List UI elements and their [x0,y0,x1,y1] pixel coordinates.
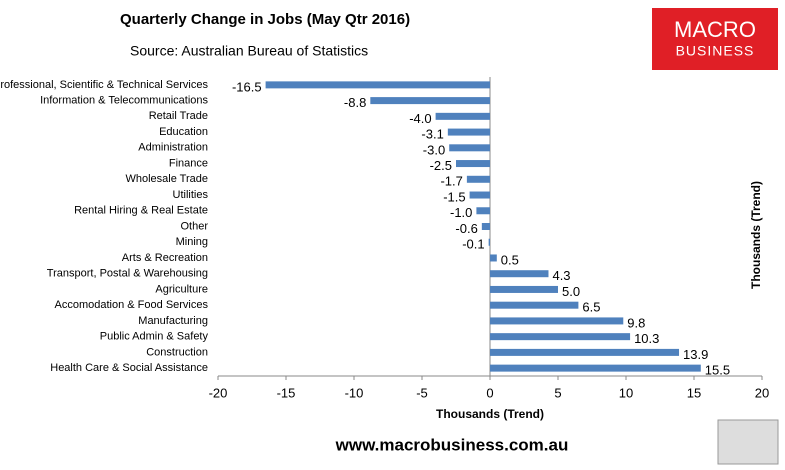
x-tick-label: 20 [755,385,769,400]
x-tick-label: -15 [277,385,296,400]
value-label: 5.0 [562,284,580,299]
y-tick-label: Health Care & Social Assistance [50,362,208,374]
value-label: -1.0 [450,205,472,220]
y-tick-label: Mining [176,236,208,248]
y-tick-label: Utilities [173,189,209,201]
y-tick-label: Finance [169,157,208,169]
value-label: -16.5 [232,79,262,94]
value-label: -3.0 [423,142,445,157]
y-tick-label: Manufacturing [138,315,208,327]
value-label: -3.1 [421,127,443,142]
bar [469,191,490,199]
value-label: 4.3 [552,268,570,283]
bar [466,175,490,183]
value-label: -8.8 [344,95,366,110]
bar [490,348,680,356]
bar [490,333,631,341]
value-label: 15.5 [705,363,730,378]
y-tick-label: Public Admin & Safety [100,331,209,343]
bar [476,207,490,215]
bar [490,254,497,262]
value-label: 9.8 [627,315,645,330]
y-tick-label: Education [159,126,208,138]
x-tick-label: 15 [687,385,701,400]
bar [456,160,490,168]
chart-subtitle: Source: Australian Bureau of Statistics [130,43,368,59]
y-tick-label: Accomodation & Food Services [55,299,209,311]
y-tick-label: Agriculture [155,283,208,295]
value-label: 0.5 [501,252,519,267]
side-label: Thousands (Trend) [749,181,763,289]
value-label: -4.0 [409,111,431,126]
x-axis-label: Thousands (Trend) [436,407,544,421]
y-tick-label: Arts & Recreation [122,252,208,264]
bar [490,317,624,325]
value-label: -1.7 [440,174,462,189]
value-label: -2.5 [430,158,452,173]
x-tick-label: 5 [554,385,561,400]
bar [370,97,490,105]
logo-image [717,419,779,465]
bar [490,285,558,293]
value-label: -0.1 [462,237,484,252]
y-tick-label: Wholesale Trade [125,173,208,185]
y-tick-label: Administration [138,142,208,154]
value-label: -0.6 [455,221,477,236]
bar [488,238,490,246]
value-label: 13.9 [683,347,708,362]
x-tick-label: -20 [209,385,228,400]
y-tick-label: Other [180,220,208,232]
value-label: 10.3 [634,331,659,346]
y-tick-label: Transport, Postal & Warehousing [47,268,208,280]
chart-title: Quarterly Change in Jobs (May Qtr 2016) [120,11,410,28]
logo-text: BUSINESS [676,43,755,59]
bar [490,270,549,278]
logo-text: MACRO [674,17,756,42]
x-tick-label: 10 [619,385,633,400]
x-tick-label: 0 [486,385,493,400]
bar [490,364,701,372]
x-tick-label: -5 [416,385,428,400]
bar [435,112,490,120]
value-label: 6.5 [582,300,600,315]
y-tick-label: Rental Hiring & Real Estate [74,205,208,217]
y-tick-label: Information & Telecommunications [40,95,208,107]
y-tick-label: Retail Trade [149,110,208,122]
value-label: -1.5 [443,189,465,204]
bar [447,128,490,136]
x-tick-label: -10 [345,385,364,400]
y-tick-label: Professional, Scientific & Technical Ser… [0,79,208,91]
bar [449,144,490,152]
logo-box [652,8,778,70]
bar [481,223,490,230]
bar [490,301,579,309]
y-tick-label: Construction [146,346,208,358]
bar [265,81,490,89]
website: www.macrobusiness.com.au [335,435,569,454]
